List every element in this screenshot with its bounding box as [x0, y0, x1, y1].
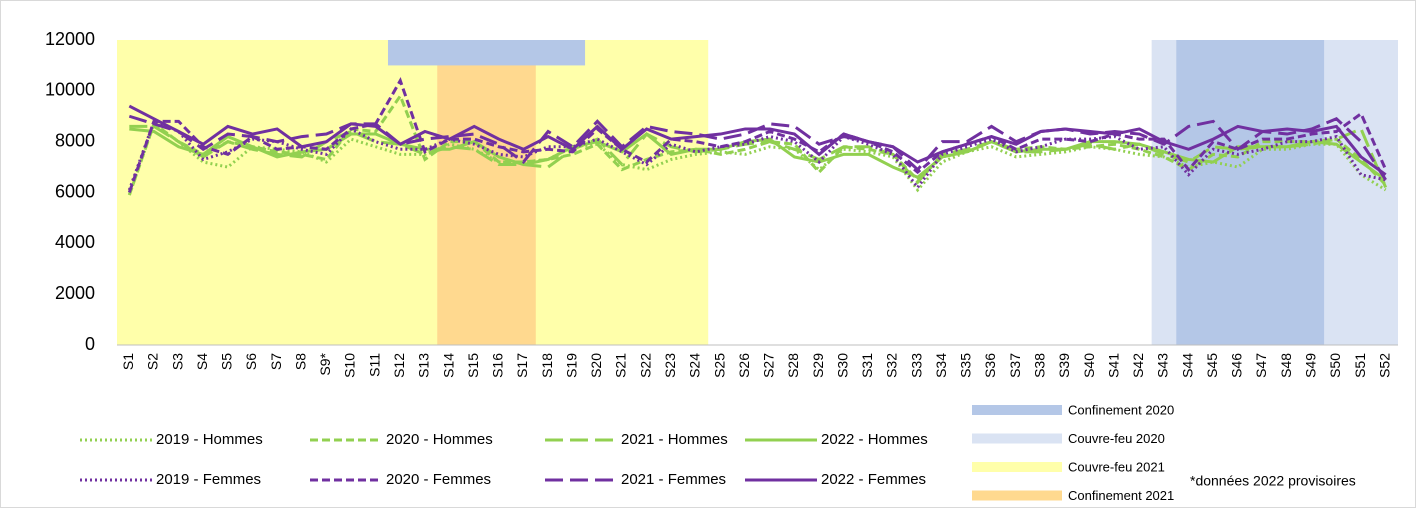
y-tick-label: 8000 [55, 130, 95, 150]
legend-swatch [972, 462, 1062, 472]
x-tick-label: S18 [539, 353, 555, 378]
x-tick-label: S44 [1179, 353, 1195, 378]
x-tick-label: S16 [490, 353, 506, 378]
x-tick-label: S22 [637, 353, 653, 378]
x-tick-label: S33 [908, 353, 924, 378]
series-line [127, 119, 1386, 191]
x-tick-label: S1 [120, 353, 136, 370]
legend-label: Couvre-feu 2021 [1068, 459, 1165, 474]
x-tick-label: S36 [982, 353, 998, 378]
series-line [127, 77, 1388, 193]
x-tick-label: S41 [1105, 353, 1121, 378]
x-tick-label: S34 [933, 353, 949, 378]
x-tick-label: S5 [219, 353, 235, 370]
x-tick-label: S27 [761, 353, 777, 378]
legend-swatch [972, 490, 1062, 501]
x-tick-label: S24 [687, 353, 703, 378]
legend-label: 2022 - Hommes [821, 431, 928, 448]
series-line [128, 104, 1387, 176]
legend-label: Confinement 2021 [1068, 488, 1174, 503]
series-line [127, 92, 1387, 196]
legend-label: Confinement 2020 [1068, 402, 1174, 417]
legend-swatch [972, 405, 1062, 415]
x-tick-label: S10 [342, 353, 358, 378]
x-tick-label: S13 [416, 353, 432, 378]
legend-swatch [972, 433, 1062, 444]
legend-label: 2019 - Femmes [156, 471, 261, 488]
x-tick-label: S9* [317, 352, 333, 375]
y-tick-label: 6000 [55, 181, 95, 201]
x-tick-label: S48 [1278, 353, 1294, 378]
x-tick-label: S26 [736, 353, 752, 378]
x-tick-label: S17 [514, 353, 530, 378]
x-tick-label: S19 [563, 353, 579, 378]
x-tick-label: S47 [1253, 353, 1269, 378]
x-tick-label: S6 [243, 353, 259, 370]
x-tick-label: S38 [1032, 353, 1048, 378]
x-tick-label: S32 [884, 353, 900, 378]
legend-label: 2019 - Hommes [156, 431, 263, 448]
x-tick-label: S35 [958, 353, 974, 378]
x-tick-label: S43 [1155, 353, 1171, 378]
y-tick-label: 2000 [55, 283, 95, 303]
y-tick-label: 12000 [45, 29, 95, 49]
x-tick-label: S21 [613, 353, 629, 378]
x-tick-label: S30 [834, 353, 850, 378]
x-tick-label: S15 [465, 353, 481, 378]
y-tick-label: 4000 [55, 232, 95, 252]
x-tick-label: S23 [662, 353, 678, 378]
x-tick-label: S28 [785, 353, 801, 378]
x-tick-label: S45 [1204, 353, 1220, 378]
x-tick-label: S42 [1130, 353, 1146, 378]
x-tick-label: S51 [1352, 353, 1368, 378]
legend-label: 2022 - Femmes [821, 471, 926, 488]
period-band [117, 40, 709, 345]
x-tick-label: S14 [440, 353, 456, 378]
series-line [129, 124, 1388, 188]
x-tick-label: S11 [366, 353, 382, 377]
x-tick-label: S39 [1056, 353, 1072, 378]
y-tick-label: 0 [85, 334, 95, 354]
x-tick-label: S37 [1007, 353, 1023, 378]
period-band [437, 40, 536, 345]
legend-label: 2020 - Femmes [386, 471, 491, 488]
x-tick-label: S12 [391, 353, 407, 378]
period-band [1176, 40, 1325, 345]
x-tick-label: S4 [194, 353, 210, 370]
footnote: *données 2022 provisoires [1190, 473, 1356, 489]
x-tick-label: S3 [169, 353, 185, 370]
x-tick-label: S52 [1376, 353, 1392, 378]
legend-label: Couvre-feu 2020 [1068, 431, 1165, 446]
x-tick-label: S2 [145, 353, 161, 370]
x-tick-label: S29 [810, 353, 826, 378]
legend-label: 2021 - Hommes [621, 431, 728, 448]
period-band [387, 40, 586, 66]
x-tick-label: S50 [1327, 353, 1343, 378]
x-tick-label: S49 [1302, 353, 1318, 378]
x-tick-label: S20 [588, 353, 604, 378]
x-tick-label: S46 [1229, 353, 1245, 378]
legend-label: 2021 - Femmes [621, 471, 726, 488]
x-tick-label: S25 [711, 353, 727, 378]
x-tick-label: S8 [292, 353, 308, 370]
x-tick-label: S40 [1081, 353, 1097, 378]
x-tick-label: S7 [268, 353, 284, 370]
legend-label: 2020 - Hommes [386, 431, 493, 448]
y-tick-label: 10000 [45, 80, 95, 100]
x-tick-label: S31 [859, 353, 875, 378]
